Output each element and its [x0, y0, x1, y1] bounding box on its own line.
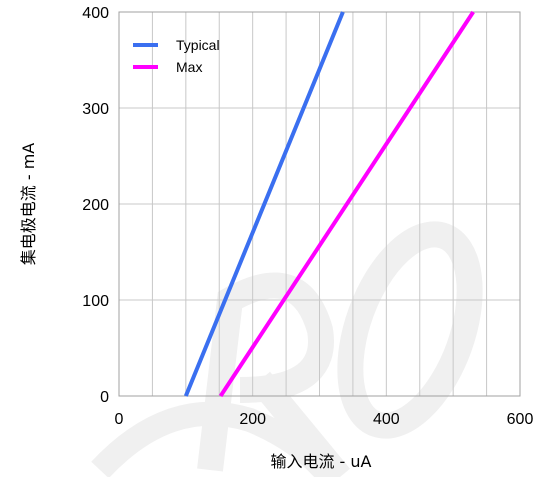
- x-tick-label: 200: [239, 411, 266, 428]
- x-tick-label: 400: [373, 411, 400, 428]
- legend-label: Typical: [176, 37, 220, 53]
- plot-frame: [118, 11, 521, 397]
- x-tick-labels: 0 200 400 600: [115, 411, 534, 428]
- series-line-max: [218, 10, 475, 398]
- legend: Typical Max: [133, 37, 220, 75]
- y-axis-title: 集电极电流 - mA: [19, 143, 38, 266]
- y-tick-label: 100: [82, 293, 109, 310]
- y-tick-label: 200: [82, 197, 109, 214]
- y-tick-label: 0: [100, 389, 109, 406]
- y-tick-label: 300: [82, 101, 109, 118]
- y-tick-labels: 0 100 200 300 400: [82, 5, 109, 406]
- grid: [119, 12, 520, 396]
- x-tick-label: 600: [507, 411, 534, 428]
- watermark: [91, 221, 483, 477]
- x-tick-label: 0: [115, 411, 124, 428]
- series-line-typical: [183, 11, 345, 397]
- series-group: [183, 10, 475, 398]
- y-tick-label: 400: [82, 5, 109, 22]
- legend-label: Max: [176, 59, 202, 75]
- x-axis-title: 输入电流 - uA: [270, 452, 371, 471]
